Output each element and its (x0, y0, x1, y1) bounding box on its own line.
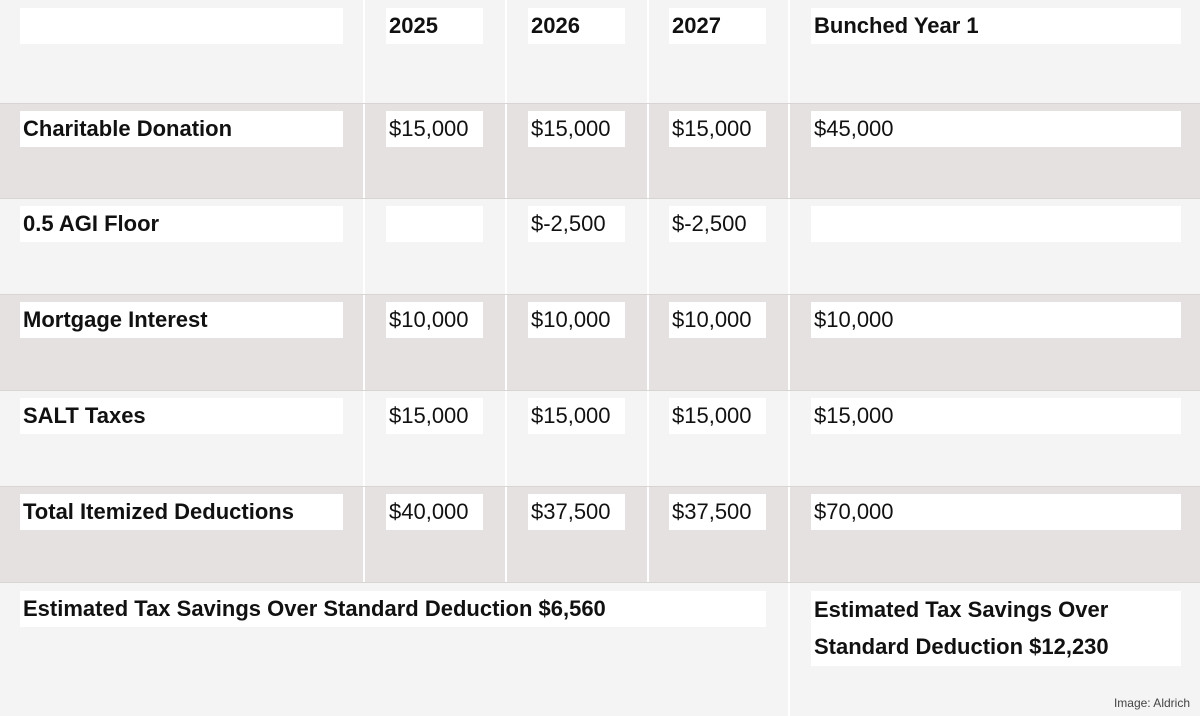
column-header: 2025 (386, 8, 483, 44)
column-separator (505, 0, 507, 582)
column-separator (363, 0, 365, 582)
cell-value: $37,500 (528, 494, 625, 530)
footer-left: Estimated Tax Savings Over Standard Dedu… (20, 591, 766, 627)
row-separator (0, 582, 1200, 583)
cell-value: $10,000 (386, 302, 483, 338)
column-separator (647, 0, 649, 582)
column-header: Bunched Year 1 (811, 8, 1181, 44)
row-separator (0, 486, 1200, 487)
row-label: SALT Taxes (20, 398, 343, 434)
column-separator (788, 0, 790, 716)
column-header: 2026 (528, 8, 625, 44)
cell-value: $10,000 (669, 302, 766, 338)
cell-value: $-2,500 (528, 206, 625, 242)
cell-value (386, 206, 483, 242)
footer-right: Estimated Tax Savings Over Standard Dedu… (811, 591, 1181, 666)
image-credit: Image: Aldrich (1113, 696, 1190, 710)
row-label: Charitable Donation (20, 111, 343, 147)
cell-value: $15,000 (528, 111, 625, 147)
cell-value: $15,000 (669, 111, 766, 147)
row-label: Total Itemized Deductions (20, 494, 343, 530)
row-separator (0, 103, 1200, 104)
cell-value: $70,000 (811, 494, 1181, 530)
row-separator (0, 198, 1200, 199)
header-cell (20, 8, 343, 44)
cell-value: $15,000 (811, 398, 1181, 434)
cell-value: $40,000 (386, 494, 483, 530)
row-separator (0, 294, 1200, 295)
row-separator (0, 390, 1200, 391)
cell-value: $15,000 (528, 398, 625, 434)
cell-value: $10,000 (528, 302, 625, 338)
cell-value: $15,000 (386, 111, 483, 147)
row-label: Mortgage Interest (20, 302, 343, 338)
cell-value: $45,000 (811, 111, 1181, 147)
cell-value (811, 206, 1181, 242)
cell-value: $37,500 (669, 494, 766, 530)
cell-value: $10,000 (811, 302, 1181, 338)
cell-value: $15,000 (669, 398, 766, 434)
column-header: 2027 (669, 8, 766, 44)
cell-value: $-2,500 (669, 206, 766, 242)
cell-value: $15,000 (386, 398, 483, 434)
row-label: 0.5 AGI Floor (20, 206, 343, 242)
